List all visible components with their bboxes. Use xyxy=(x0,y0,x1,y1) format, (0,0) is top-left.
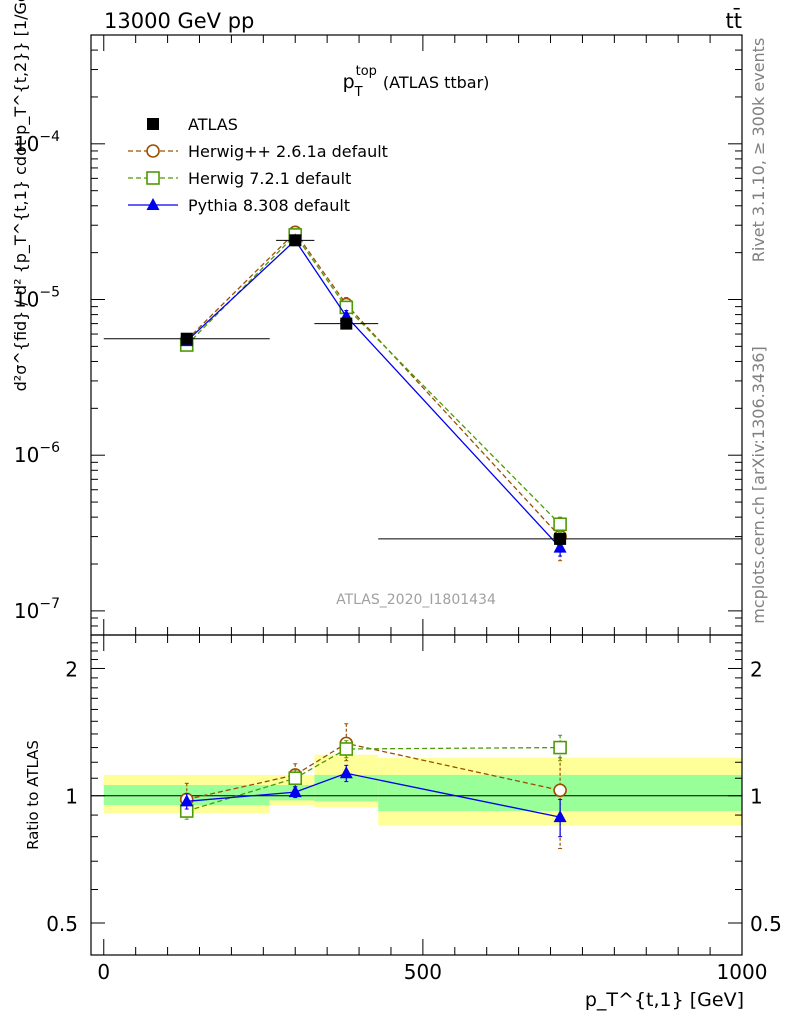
x-axis-label: p_T^{t,1} [GeV] xyxy=(585,989,744,1011)
axes: 10−710−610−510−40.5 0.51 12 20 500 1000 xyxy=(14,34,782,984)
main-series-herwig_pp xyxy=(179,225,567,562)
main-series-data xyxy=(103,234,742,545)
ratio-y-tick-label-left: 2 xyxy=(65,657,78,681)
main-line-herwig_pp xyxy=(186,231,561,538)
ratio-y-tick-label-right: 2 xyxy=(750,657,763,681)
title-sub: T xyxy=(354,85,363,100)
main-y-tick-label: 10−4 xyxy=(14,129,60,156)
main-y-tick-label: 10−6 xyxy=(14,440,60,467)
ratio-line-herwig7 xyxy=(186,746,561,812)
title-suffix: (ATLAS ttbar) xyxy=(383,73,490,92)
legend-label-data: ATLAS xyxy=(188,115,238,134)
series-layer xyxy=(103,225,742,850)
main-series-herwig7 xyxy=(179,228,567,533)
ratio-point-pythia xyxy=(339,766,353,779)
main-y-tick-exp: −4 xyxy=(39,129,60,145)
main-point-data xyxy=(340,317,353,330)
ratio-series-herwig7 xyxy=(179,734,567,820)
ratio-y-tick-label-left: 1 xyxy=(65,785,78,809)
ratio-point-pythia xyxy=(288,785,302,798)
legend-entry-data: ATLAS xyxy=(147,115,238,134)
legend-label-pythia: Pythia 8.308 default xyxy=(188,196,350,215)
energy-label: 13000 GeV pp xyxy=(104,9,254,33)
main-series-pythia xyxy=(180,233,567,557)
main-line-herwig7 xyxy=(186,233,561,525)
title-main: p xyxy=(343,71,355,93)
main-plot-title: pTtop (ATLAS ttbar) xyxy=(343,64,490,100)
rivet-version-label: Rivet 3.1.10, ≥ 300k events xyxy=(749,38,768,263)
ratio-series-pythia xyxy=(180,764,567,838)
legend-marker-herwig_pp xyxy=(146,144,160,158)
legend: ATLAS Herwig++ 2.6.1a default Herwig 7.2.1… xyxy=(128,115,388,215)
main-y-tick-label: 10−5 xyxy=(14,285,60,312)
legend-entry-herwig7: Herwig 7.2.1 default xyxy=(128,169,351,188)
ratio-line-herwig_pp xyxy=(186,742,561,801)
x-tick-label: 500 xyxy=(404,960,442,984)
legend-marker-pythia xyxy=(146,198,160,210)
main-point-data xyxy=(180,332,193,345)
ratio-frame xyxy=(90,634,743,956)
main-y-tick-base: 10 xyxy=(14,443,39,467)
ratio-point-herwig7 xyxy=(288,771,303,786)
legend-label-herwig_pp: Herwig++ 2.6.1a default xyxy=(188,142,388,161)
x-tick-label: 1000 xyxy=(717,960,768,984)
main-y-tick-exp: −6 xyxy=(39,440,60,456)
main-point-data xyxy=(289,234,302,247)
x-tick-label: 0 xyxy=(97,960,110,984)
ratio-point-pythia xyxy=(553,810,567,823)
legend-entry-pythia: Pythia 8.308 default xyxy=(128,196,350,215)
main-line-pythia xyxy=(186,239,561,549)
legend-marker-herwig7 xyxy=(146,171,160,185)
ratio-y-tick-label-left: 0.5 xyxy=(46,912,78,936)
ratio-y-axis-label: Ratio to ATLAS xyxy=(24,740,42,850)
legend-marker-data xyxy=(147,118,159,130)
main-y-axis-label: d²σ^{fid} / d² {p_T^{t,1} cdot p_T^{t,2}… xyxy=(11,0,31,391)
mcplots-label: mcplots.cern.ch [arXiv:1306.3436] xyxy=(749,346,768,623)
main-y-tick-label: 10−7 xyxy=(14,596,60,623)
main-y-tick-base: 10 xyxy=(14,288,39,312)
ratio-y-tick-label-right: 1 xyxy=(750,785,763,809)
process-label: tt̄ xyxy=(726,8,742,33)
main-y-tick-exp: −5 xyxy=(39,285,60,301)
ratio-point-herwig7 xyxy=(339,742,354,756)
main-y-tick-base: 10 xyxy=(14,132,39,156)
analysis-watermark: ATLAS_2020_I1801434 xyxy=(336,592,496,608)
main-y-tick-base: 10 xyxy=(14,599,39,623)
main-point-data xyxy=(554,532,567,545)
ratio-point-herwig_pp xyxy=(553,783,567,798)
ratio-point-herwig7 xyxy=(553,740,567,755)
title-sup: top xyxy=(356,64,377,79)
legend-label-herwig7: Herwig 7.2.1 default xyxy=(188,169,351,188)
main-point-pythia xyxy=(553,540,567,553)
main-y-tick-exp: −7 xyxy=(39,596,60,612)
legend-entry-herwig_pp: Herwig++ 2.6.1a default xyxy=(128,142,388,161)
main-point-herwig7 xyxy=(553,517,567,532)
plot-frames xyxy=(90,34,743,956)
ratio-y-tick-label-right: 0.5 xyxy=(750,912,782,936)
ratio-point-pythia xyxy=(180,794,194,807)
ratio-line-pythia xyxy=(186,772,561,818)
